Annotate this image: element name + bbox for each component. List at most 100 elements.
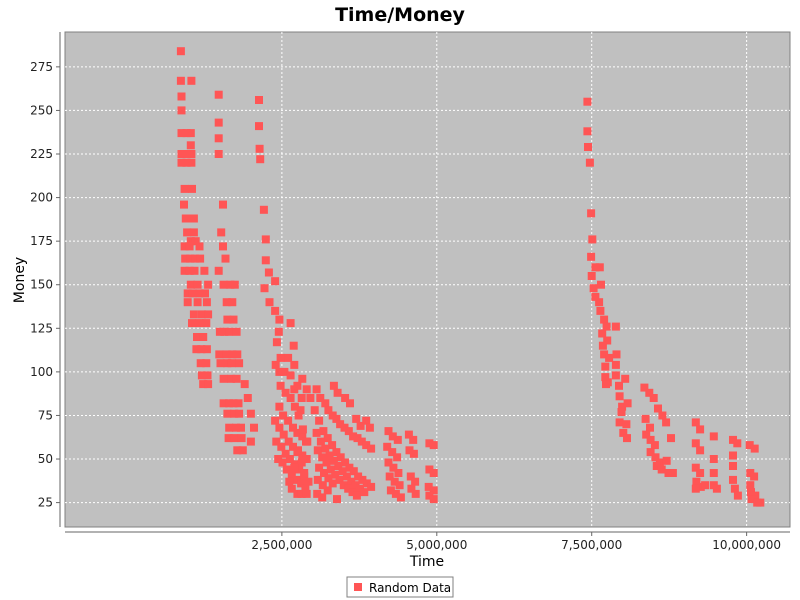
data-point [602, 322, 611, 331]
data-point [186, 254, 195, 263]
data-point [589, 284, 598, 293]
data-point [294, 446, 302, 455]
data-point [396, 493, 405, 502]
data-point [302, 437, 310, 446]
y-tick-label: 250 [30, 103, 53, 117]
data-point [302, 489, 311, 498]
data-point [696, 425, 705, 434]
data-point [279, 430, 288, 439]
data-point [357, 437, 366, 446]
data-point [215, 327, 224, 336]
data-point [429, 441, 438, 450]
data-point [301, 484, 310, 493]
data-point [583, 127, 592, 136]
data-point [187, 76, 196, 85]
data-point [646, 435, 655, 444]
data-point [696, 469, 705, 477]
data-point [313, 446, 322, 455]
data-point [385, 472, 394, 481]
data-point [315, 416, 324, 425]
data-point [293, 489, 302, 498]
data-point [222, 298, 231, 307]
legend: Random Data [346, 576, 454, 598]
data-point [197, 371, 206, 380]
x-tick-label: 2,500,000 [251, 538, 312, 552]
data-point [649, 394, 658, 402]
data-point [692, 477, 701, 486]
data-point [177, 92, 186, 101]
data-point [342, 472, 351, 481]
data-point [596, 306, 605, 315]
data-point [391, 489, 400, 498]
data-point [184, 214, 193, 223]
data-point [286, 394, 295, 402]
data-point [292, 475, 301, 484]
legend-box [346, 576, 454, 598]
data-point [325, 451, 334, 460]
data-point [654, 404, 662, 413]
data-point [691, 484, 700, 493]
data-point [729, 451, 737, 460]
data-point [729, 435, 737, 444]
data-point [214, 150, 223, 158]
data-point [696, 482, 705, 491]
data-point [188, 289, 197, 298]
data-point [336, 420, 345, 429]
data-point [395, 481, 404, 490]
data-point [646, 423, 654, 432]
data-point [623, 399, 632, 408]
data-point [191, 237, 200, 246]
data-point [183, 289, 192, 298]
x-tick-label: 7,500,000 [561, 538, 622, 552]
data-point [696, 446, 705, 455]
data-point [176, 47, 185, 56]
data-point [388, 448, 397, 457]
data-point [353, 434, 362, 443]
data-point [246, 437, 255, 446]
data-point [214, 266, 223, 275]
data-point [281, 388, 290, 397]
data-point [188, 184, 196, 193]
data-point [204, 280, 213, 289]
data-point [222, 350, 231, 359]
data-point [188, 319, 196, 328]
data-point [240, 380, 249, 389]
data-point [597, 280, 605, 289]
data-point [271, 277, 280, 286]
data-point [217, 228, 226, 237]
data-point [189, 228, 198, 237]
data-point [750, 472, 759, 481]
data-point [313, 475, 322, 484]
data-point [197, 310, 206, 319]
y-tick-label: 200 [30, 191, 53, 205]
data-point [322, 458, 331, 467]
data-point [612, 350, 621, 359]
data-point [424, 482, 433, 491]
data-point [346, 399, 354, 408]
data-point [280, 367, 289, 376]
data-point [186, 141, 195, 150]
data-point [691, 463, 700, 472]
data-point [349, 432, 358, 441]
data-point [615, 418, 624, 427]
data-point [348, 488, 357, 497]
data-point [196, 359, 205, 368]
data-point [344, 484, 353, 493]
data-point [282, 465, 291, 474]
data-point [312, 428, 321, 437]
data-point [332, 414, 341, 423]
data-point [225, 327, 234, 336]
data-point [352, 491, 361, 500]
data-point [276, 353, 285, 362]
data-point [275, 367, 284, 376]
data-point [225, 399, 234, 408]
data-point [587, 252, 596, 261]
data-point [232, 423, 240, 432]
data-point [611, 322, 620, 331]
data-point [297, 394, 306, 402]
data-point [645, 388, 654, 397]
data-point [611, 371, 620, 380]
data-point [264, 268, 273, 277]
data-point [185, 242, 194, 251]
data-point [390, 477, 399, 486]
